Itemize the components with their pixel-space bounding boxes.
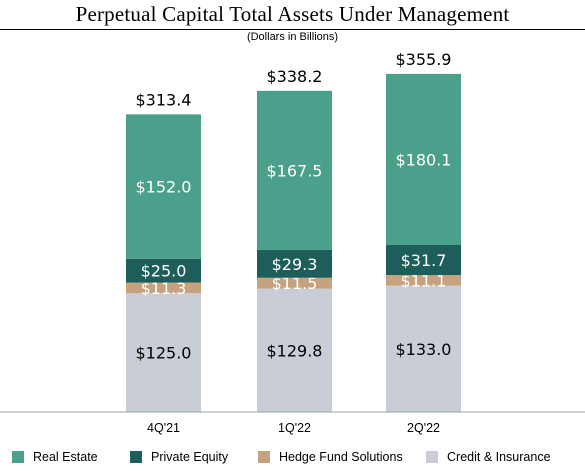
bar-segment-private-equity-1 xyxy=(257,249,332,278)
data-label: $129.8 xyxy=(267,341,323,360)
bar-segment-hedge-fund-solutions-1 xyxy=(257,277,332,289)
legend-label: Real Estate xyxy=(33,450,98,464)
data-label: $29.3 xyxy=(272,255,318,274)
data-label: $31.7 xyxy=(401,251,447,270)
data-label: $152.0 xyxy=(136,178,192,197)
bar-segment-real-estate-1 xyxy=(257,90,332,250)
bar-segment-real-estate-0 xyxy=(126,114,201,259)
chart-subtitle: (Dollars in Billions) xyxy=(246,31,339,43)
total-label: $313.4 xyxy=(136,90,192,109)
data-label: $125.0 xyxy=(136,344,192,363)
total-label: $355.9 xyxy=(396,50,452,69)
bar-segment-hedge-fund-solutions-0 xyxy=(126,282,201,294)
legend-swatch xyxy=(130,451,142,463)
data-label: $180.1 xyxy=(396,150,452,169)
bar-segment-private-equity-2 xyxy=(386,244,461,276)
bar-segment-real-estate-2 xyxy=(386,73,461,245)
bar-segment-private-equity-0 xyxy=(126,258,201,283)
data-label: $25.0 xyxy=(141,262,187,281)
chart-title: Perpetual Capital Total Assets Under Man… xyxy=(75,2,510,26)
data-label: $133.0 xyxy=(396,340,452,359)
data-label: $167.5 xyxy=(267,161,323,180)
bar-segment-credit-insurance-0 xyxy=(126,293,201,412)
data-label: $11.5 xyxy=(272,274,318,293)
legend-swatch xyxy=(426,451,438,463)
x-tick-label: 1Q'22 xyxy=(278,421,311,435)
legend-label: Hedge Fund Solutions xyxy=(279,450,403,464)
data-label: $11.1 xyxy=(401,271,447,290)
legend-label: Credit & Insurance xyxy=(447,450,551,464)
title-divider xyxy=(0,29,585,30)
legend-swatch xyxy=(12,451,24,463)
data-label: $11.3 xyxy=(141,279,187,298)
total-label: $338.2 xyxy=(267,67,323,86)
x-tick-label: 2Q'22 xyxy=(407,421,440,435)
bar-segment-credit-insurance-1 xyxy=(257,288,332,412)
bar-segment-hedge-fund-solutions-2 xyxy=(386,275,461,286)
legend-label: Private Equity xyxy=(151,450,229,464)
x-tick-label: 4Q'21 xyxy=(147,421,180,435)
bar-segment-credit-insurance-2 xyxy=(386,285,461,412)
legend-swatch xyxy=(258,451,270,463)
